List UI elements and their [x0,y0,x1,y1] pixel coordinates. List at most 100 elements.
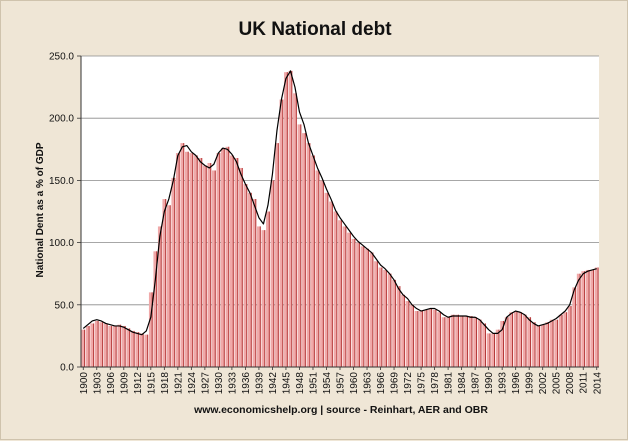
bar [567,306,572,367]
y-axis-label: National Dent as a % of GDP [35,142,46,277]
x-tick-label: 1972 [403,372,414,395]
bar [202,165,207,367]
bar [441,317,446,367]
bar [193,155,198,367]
bar [432,309,437,367]
x-tick-label: 1942 [268,372,279,395]
bar [162,199,167,367]
bar [576,273,581,367]
x-tick-label: 1915 [146,372,157,395]
bar [374,261,378,367]
bar [230,155,234,367]
bar [81,329,86,367]
y-tick-label: 50.0 [55,300,75,311]
x-tick-label: 2011 [579,372,590,394]
bar [495,329,500,367]
bar [351,238,356,367]
bar [392,279,396,367]
y-tick-label: 250.0 [49,52,74,63]
bar [166,205,171,367]
bar [320,180,324,367]
x-tick-label: 2014 [592,372,603,395]
x-tick-label: 1918 [160,372,171,395]
y-tick-label: 200.0 [49,114,74,125]
bar [360,246,365,367]
bar [108,325,113,367]
bar [585,269,590,367]
bar [455,314,459,367]
bar [171,177,176,367]
bar [297,124,302,367]
bar [414,311,419,367]
bar [302,133,306,367]
x-tick-label: 1924 [187,372,198,395]
bar [311,155,315,367]
x-tick-label: 1993 [498,372,509,395]
bar [333,211,338,367]
x-tick-label: 1966 [376,372,387,395]
x-tick-label: 1948 [295,372,306,395]
bar [401,294,405,367]
x-tick-label: 1987 [471,372,482,395]
x-tick-label: 1909 [119,372,130,395]
bar [464,316,469,367]
bar [99,322,104,367]
bar [329,201,333,367]
bar [554,319,559,367]
bar [243,184,248,367]
bar [248,192,252,367]
bar [252,199,257,367]
bar [558,314,563,367]
bar [468,316,473,367]
bar [563,312,568,367]
bar [428,308,432,367]
bar [306,143,311,367]
x-tick-label: 1984 [457,372,468,395]
bar [239,167,243,367]
bar [184,151,189,367]
bar [486,333,491,367]
bar [284,72,288,368]
source-note: www.economicshelp.org | source - Reinhar… [193,404,488,416]
bar [211,170,216,367]
bar [500,320,505,367]
bar [527,317,532,367]
x-tick-label: 1936 [241,372,252,395]
bar [356,242,360,367]
bar [504,317,509,367]
bar [522,314,527,367]
bar [279,99,284,367]
bar [117,324,122,367]
x-tick-label: 1960 [349,372,360,395]
bar [338,220,342,367]
bar [405,301,410,367]
bar [315,170,320,367]
bar [175,153,180,367]
bar [221,148,225,367]
x-tick-label: 1933 [227,372,238,395]
x-tick-label: 1963 [363,372,374,395]
y-tick-label: 150.0 [49,176,74,187]
bar [270,180,275,367]
bar [387,273,392,367]
bar [103,323,108,367]
bar [545,322,550,367]
bar [477,319,482,367]
bar [540,324,545,367]
bar [396,286,401,367]
bar [509,312,514,367]
x-tick-label: 1975 [417,372,428,395]
bar [207,162,212,367]
bar [459,316,464,367]
x-tick-label: 1912 [133,372,144,395]
bar [293,93,297,367]
x-tick-label: 1927 [200,372,211,395]
x-tick-label: 1957 [336,372,347,395]
bar [266,211,270,367]
bar [121,325,126,367]
bar [144,334,149,367]
x-tick-label: 1906 [106,372,117,395]
